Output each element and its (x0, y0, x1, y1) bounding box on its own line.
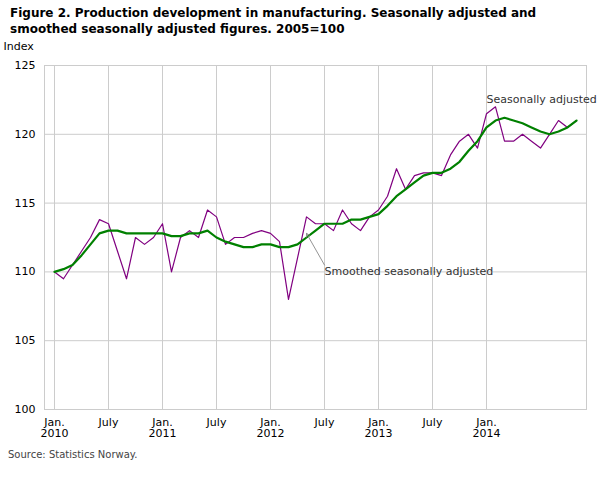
html-text:Source: Statistics Norway.: Source: Statistics Norway. (8, 449, 138, 461)
svg-text:Jan.2014: Jan.2014 (473, 416, 501, 440)
svg-text:Seasonally adjusted: Seasonally adjusted (487, 93, 597, 106)
svg-text:100: 100 (15, 403, 36, 416)
svg-text:July: July (314, 416, 335, 429)
svg-text:Jan.2012: Jan.2012 (257, 416, 285, 440)
svg-text:July: July (422, 416, 443, 429)
svg-text:105: 105 (15, 334, 36, 347)
svg-text:Index: Index (4, 40, 35, 53)
svg-text:Smoothed seasonally adjusted: Smoothed seasonally adjusted (325, 265, 494, 278)
svg-text:120: 120 (15, 128, 36, 141)
svg-text:110: 110 (15, 266, 36, 279)
svg-text:July: July (206, 416, 227, 429)
svg-text:July: July (98, 416, 119, 429)
svg-text:Jan.2011: Jan.2011 (149, 416, 177, 440)
html-text:Figure 2. Production developme: Figure 2. Production development in manu… (10, 6, 537, 36)
svg-text:Jan.2013: Jan.2013 (365, 416, 393, 440)
svg-text:Jan.2010: Jan.2010 (41, 416, 69, 440)
svg-text:115: 115 (15, 197, 36, 210)
svg-text:125: 125 (15, 59, 36, 72)
